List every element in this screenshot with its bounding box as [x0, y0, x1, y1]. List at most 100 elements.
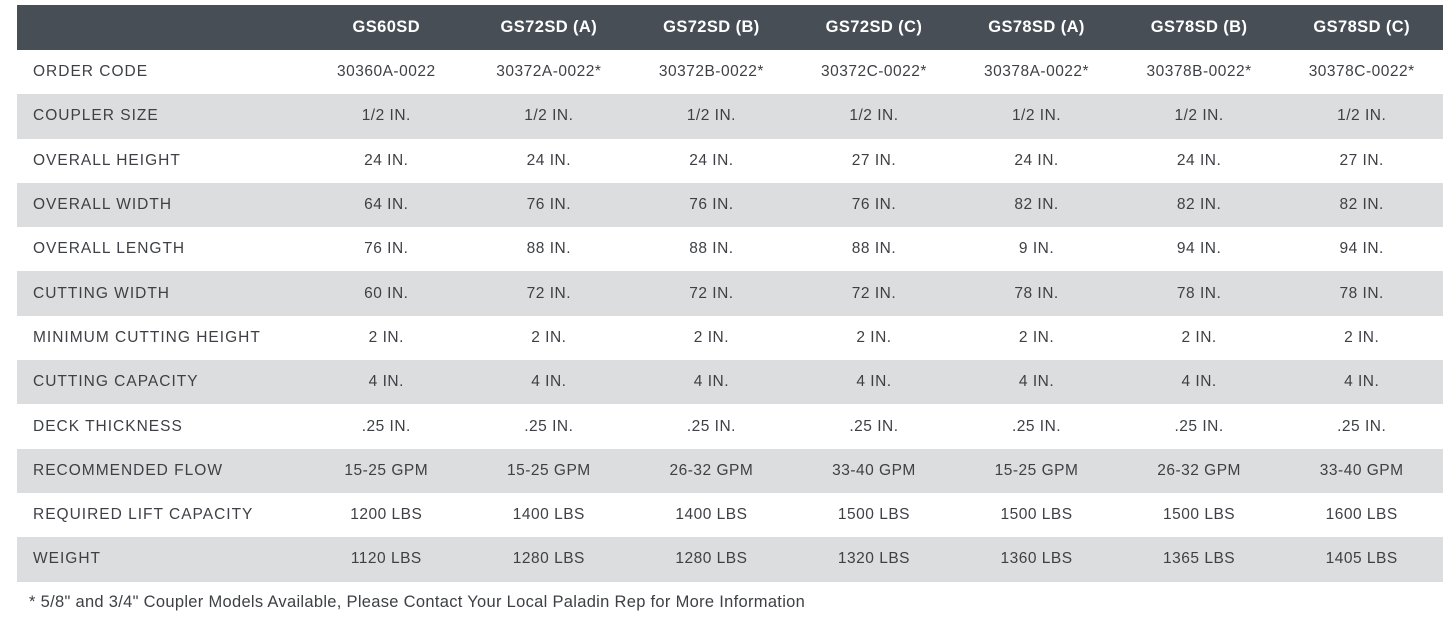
column-header: GS60SD [305, 5, 468, 50]
cell: 2 IN. [1018, 328, 1055, 346]
corner-cell [17, 5, 305, 50]
table-row: OVERALL HEIGHT 24 IN. 24 IN. 24 IN. 27 I… [17, 138, 1443, 183]
row-label: DECK THICKNESS [33, 417, 183, 435]
column-header: GS72SD (C) [792, 5, 956, 50]
table-row: CUTTING WIDTH 60 IN. 72 IN. 72 IN. 72 IN… [17, 271, 1443, 316]
cell: 78 IN. [1014, 284, 1059, 302]
header-row: GS60SD GS72SD (A) GS72SD (B) GS72SD (C) … [17, 5, 1443, 50]
cell: 24 IN. [689, 151, 734, 169]
cell: 24 IN. [1014, 151, 1059, 169]
cell: 4 IN. [531, 373, 567, 391]
cell: 4 IN. [856, 373, 892, 391]
cell: 1320 LBS [837, 550, 911, 568]
cell: 2 IN. [531, 328, 567, 346]
cell: 24 IN. [1176, 151, 1222, 169]
footnote: * 5/8" and 3/4" Coupler Models Available… [29, 592, 806, 611]
cell: 30378A-0022* [983, 63, 1090, 81]
cell: 1/2 IN. [1337, 107, 1387, 125]
cell: 15-25 GPM [344, 461, 429, 479]
table-row: MINIMUM CUTTING HEIGHT 2 IN. 2 IN. 2 IN.… [17, 315, 1443, 361]
cell: 88 IN. [526, 240, 572, 258]
table-row: RECOMMENDED FLOW 15-25 GPM 15-25 GPM 26-… [17, 448, 1443, 493]
cell: .25 IN. [524, 417, 574, 435]
cell: 78 IN. [1176, 284, 1222, 302]
cell: 26-32 GPM [1157, 461, 1241, 479]
column-header: GS72SD (B) [630, 5, 793, 50]
table-row: WEIGHT 1120 LBS 1280 LBS 1280 LBS 1320 L… [17, 537, 1443, 582]
table-row: COUPLER SIZE 1/2 IN. 1/2 IN. 1/2 IN. 1/2… [17, 94, 1443, 139]
cell: 1/2 IN. [849, 107, 899, 125]
row-label: RECOMMENDED FLOW [33, 461, 223, 479]
cell: 1500 LBS [837, 506, 911, 524]
cell: 2 IN. [368, 328, 404, 346]
row-label: OVERALL LENGTH [33, 240, 186, 258]
cell: 4 IN. [1344, 373, 1380, 391]
cell: 26-32 GPM [669, 461, 754, 479]
cell: 24 IN. [364, 151, 409, 169]
cell: 1120 LBS [350, 550, 422, 568]
cell: 72 IN. [689, 284, 734, 302]
cell: 30372A-0022* [496, 63, 602, 81]
cell: 4 IN. [1181, 373, 1217, 391]
table-row: CUTTING CAPACITY 4 IN. 4 IN. 4 IN. 4 IN.… [17, 360, 1443, 405]
row-label: WEIGHT [33, 550, 101, 568]
cell: 24 IN. [526, 151, 572, 169]
cell: 1365 LBS [1163, 550, 1236, 568]
cell: 2 IN. [1181, 328, 1217, 346]
cell: 1/2 IN. [1011, 107, 1062, 125]
row-label: CUTTING WIDTH [33, 284, 170, 302]
row-label: ORDER CODE [33, 63, 149, 81]
column-header: GS78SD (B) [1117, 5, 1281, 50]
cell: 1200 LBS [350, 506, 423, 524]
cell: 1360 LBS [1000, 550, 1073, 568]
cell: 60 IN. [364, 284, 409, 302]
cell: 2 IN. [856, 328, 892, 346]
cell: 72 IN. [526, 284, 572, 302]
cell: 82 IN. [1339, 196, 1384, 214]
cell: 30372B-0022* [658, 63, 764, 81]
row-label: OVERALL WIDTH [33, 196, 173, 214]
cell: .25 IN. [849, 417, 899, 435]
cell: 94 IN. [1176, 240, 1222, 258]
row-label: REQUIRED LIFT CAPACITY [33, 506, 254, 524]
cell: 4 IN. [368, 373, 404, 391]
row-label: CUTTING CAPACITY [33, 373, 199, 391]
table-row: ORDER CODE 30360A-0022 30372A-0022* 3037… [17, 50, 1443, 95]
cell: 4 IN. [1018, 373, 1055, 391]
cell: 30378C-0022* [1308, 63, 1415, 81]
cell: 88 IN. [689, 240, 734, 258]
cell: 64 IN. [364, 196, 409, 214]
cell: 76 IN. [851, 196, 897, 214]
cell: 1500 LBS [1163, 506, 1236, 524]
column-header: GS78SD (A) [955, 5, 1118, 50]
cell: 33-40 GPM [832, 461, 916, 479]
cell: 1280 LBS [512, 550, 585, 568]
cell: .25 IN. [1337, 417, 1387, 435]
cell: 9 IN. [1018, 240, 1055, 258]
cell: 1/2 IN. [361, 107, 411, 125]
cell: 2 IN. [693, 328, 730, 346]
row-label: COUPLER SIZE [33, 107, 159, 125]
table-row: OVERALL WIDTH 64 IN. 76 IN. 76 IN. 76 IN… [17, 182, 1443, 228]
cell: 1500 LBS [1000, 506, 1073, 524]
row-label: OVERALL HEIGHT [33, 151, 181, 169]
cell: 15-25 GPM [506, 461, 591, 479]
cell: .25 IN. [686, 417, 736, 435]
cell: 1405 LBS [1325, 550, 1398, 568]
table-row: OVERALL LENGTH 76 IN. 88 IN. 88 IN. 88 I… [17, 227, 1443, 272]
cell: 4 IN. [693, 373, 730, 391]
cell: 1400 LBS [512, 506, 585, 524]
cell: 82 IN. [1176, 196, 1222, 214]
row-label: MINIMUM CUTTING HEIGHT [33, 328, 261, 346]
cell: 76 IN. [526, 196, 572, 214]
cell: 30372C-0022* [820, 63, 927, 81]
cell: 1280 LBS [675, 550, 748, 568]
cell: 78 IN. [1339, 284, 1384, 302]
cell: 33-40 GPM [1319, 461, 1404, 479]
table-row: REQUIRED LIFT CAPACITY 1200 LBS 1400 LBS… [17, 492, 1443, 538]
cell: 76 IN. [689, 196, 734, 214]
cell: 27 IN. [1339, 151, 1384, 169]
cell: 30360A-0022 [336, 63, 436, 81]
cell: .25 IN. [1174, 417, 1224, 435]
cell: 76 IN. [364, 240, 409, 258]
